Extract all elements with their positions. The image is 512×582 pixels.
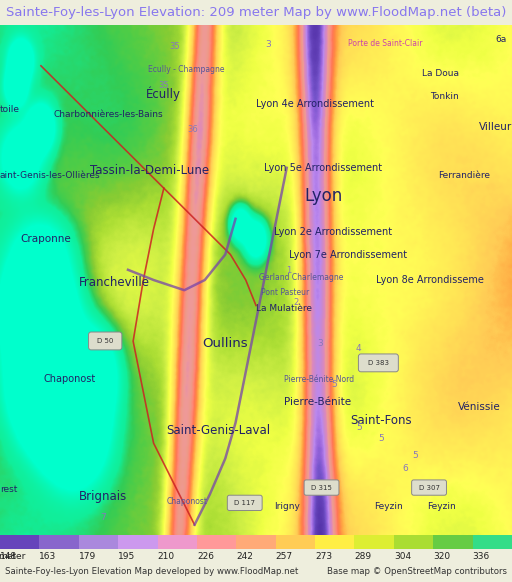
Text: Écully: Écully [146,87,181,101]
Text: 289: 289 [354,552,372,560]
Bar [39,535,79,549]
Text: 148: 148 [0,552,17,560]
Text: 210: 210 [158,552,175,560]
Text: Base map © OpenStreetMap contributors: Base map © OpenStreetMap contributors [327,567,507,577]
Bar [0,535,39,549]
Text: 5: 5 [378,434,383,442]
Text: Ecully - Champagne: Ecully - Champagne [148,65,225,74]
Bar [118,535,158,549]
Bar [315,535,354,549]
Text: 7: 7 [100,513,105,521]
Text: 2: 2 [294,299,299,307]
Text: Chaponost: Chaponost [166,498,207,506]
Text: 6a: 6a [496,35,507,44]
Text: Francheville: Francheville [79,276,151,289]
FancyBboxPatch shape [304,480,339,495]
Text: Lyon 5e Arrondissement: Lyon 5e Arrondissement [264,163,382,173]
Text: 1: 1 [286,267,291,275]
Text: Sainte-Foy-les-Lyon Elevation Map developed by www.FloodMap.net: Sainte-Foy-les-Lyon Elevation Map develo… [5,567,298,577]
Text: Brignais: Brignais [79,490,127,503]
Text: Craponne: Craponne [20,234,71,244]
Bar [197,535,237,549]
Text: Charbonnières-les-Bains: Charbonnières-les-Bains [54,110,163,119]
Text: Pont Pasteur: Pont Pasteur [261,288,309,297]
Text: 304: 304 [394,552,411,560]
Text: 336: 336 [473,552,490,560]
FancyBboxPatch shape [227,495,262,510]
Text: 3: 3 [317,339,323,348]
Text: 195: 195 [118,552,135,560]
FancyBboxPatch shape [412,480,446,495]
FancyBboxPatch shape [89,332,122,350]
Text: Chaponost: Chaponost [44,374,96,385]
Text: 6: 6 [402,464,408,473]
Text: Lyon 2e Arrondissement: Lyon 2e Arrondissement [274,226,392,236]
Text: D 307: D 307 [418,485,440,491]
Text: 5: 5 [412,452,418,460]
Text: Tassin-la-Demi-Lune: Tassin-la-Demi-Lune [90,164,209,177]
Text: rest: rest [0,485,17,494]
Text: 257: 257 [275,552,293,560]
Text: Lyon: Lyon [305,187,343,205]
Text: Feyzin: Feyzin [428,502,456,512]
Text: Oullins: Oullins [202,337,248,350]
Text: Vénissie: Vénissie [458,403,501,413]
Bar [354,535,394,549]
Text: Saint-Fons: Saint-Fons [351,414,412,427]
Text: 5: 5 [356,423,361,432]
Text: 226: 226 [197,552,214,560]
Text: Saint-Genis-Laval: Saint-Genis-Laval [166,424,270,437]
Text: Lyon 7e Arrondissement: Lyon 7e Arrondissement [289,250,408,260]
Bar [473,535,512,549]
Text: D 315: D 315 [311,485,332,491]
Text: 273: 273 [315,552,332,560]
Text: 36: 36 [187,125,198,134]
Text: Ferrandière: Ferrandière [438,171,490,180]
Bar [394,535,433,549]
Text: 35: 35 [169,42,180,51]
Text: Tonkin: Tonkin [430,92,459,101]
Text: 179: 179 [79,552,96,560]
Text: Pierre-Bénite Nord: Pierre-Bénite Nord [284,375,354,384]
Text: 5: 5 [332,380,337,389]
Text: Villeurl: Villeurl [479,122,512,132]
Text: La Mulatière: La Mulatière [256,304,312,313]
Text: 35: 35 [159,81,169,90]
Text: D 50: D 50 [97,338,113,344]
FancyBboxPatch shape [358,354,398,372]
Text: Lyon 8e Arrondisseme: Lyon 8e Arrondisseme [376,275,484,285]
Text: Sainte-Foy-les-Lyon Elevation: 209 meter Map by www.FloodMap.net (beta): Sainte-Foy-les-Lyon Elevation: 209 meter… [6,6,506,19]
Text: toile: toile [0,105,20,113]
Text: 3: 3 [265,40,271,49]
Text: aint-Genis-les-Ollières: aint-Genis-les-Ollières [0,171,101,180]
Text: Gerland Charlemagne: Gerland Charlemagne [259,273,343,282]
Bar [237,535,275,549]
Text: 320: 320 [433,552,451,560]
Text: 163: 163 [39,552,57,560]
Text: Lyon 4e Arrondissement: Lyon 4e Arrondissement [256,99,374,109]
Text: Feyzin: Feyzin [374,502,402,512]
Text: Irigny: Irigny [274,502,300,512]
Text: 4: 4 [356,345,361,353]
Text: meter: meter [0,552,26,560]
Bar [433,535,473,549]
Text: La Doua: La Doua [422,69,459,78]
Bar [158,535,197,549]
Text: Pierre-Bénite: Pierre-Bénite [284,398,351,407]
Text: 242: 242 [237,552,253,560]
Bar [79,535,118,549]
Text: D 117: D 117 [234,500,255,506]
Text: Porte de Saint-Clair: Porte de Saint-Clair [348,39,423,48]
Bar [275,535,315,549]
Text: D 383: D 383 [368,360,389,365]
